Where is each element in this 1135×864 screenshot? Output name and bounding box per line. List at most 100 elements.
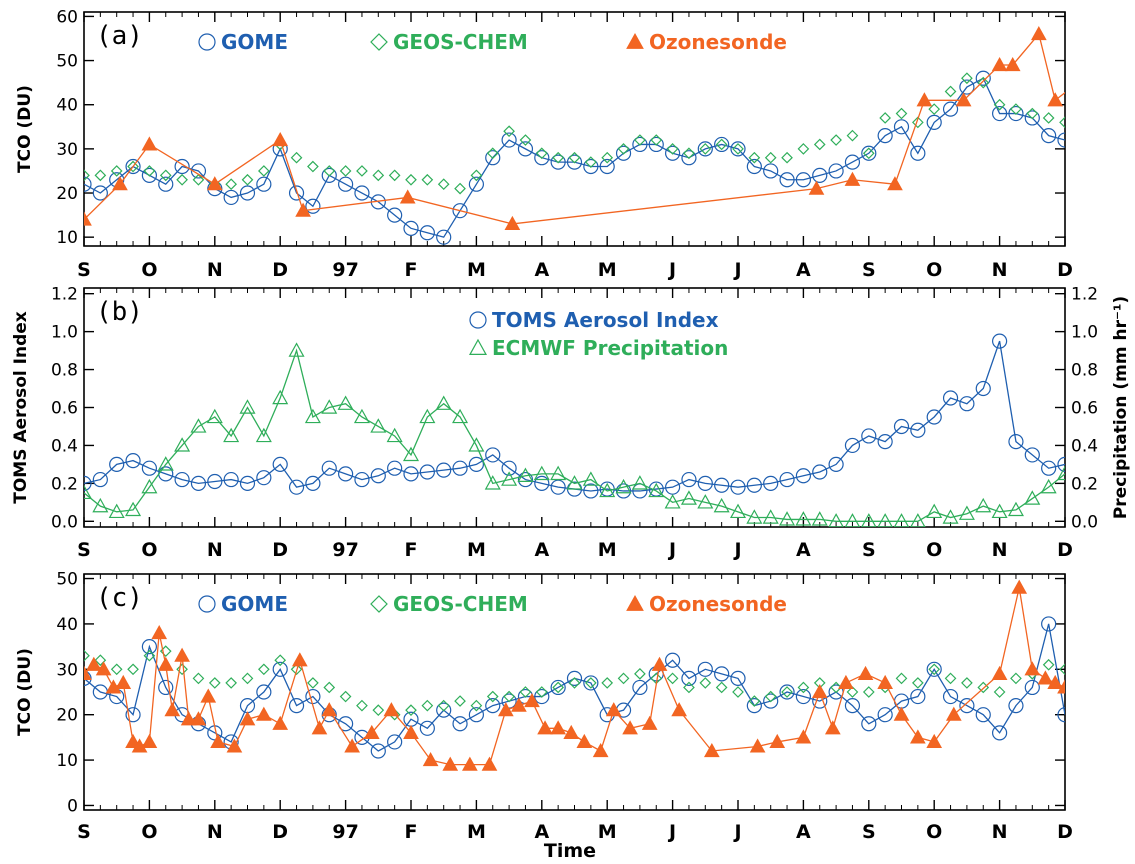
data-point	[239, 475, 256, 491]
data-point	[241, 672, 254, 685]
data-point	[844, 513, 861, 527]
data-point	[615, 145, 632, 161]
month-label: O	[926, 259, 942, 281]
data-point	[94, 654, 107, 667]
data-point	[795, 511, 812, 526]
data-point	[258, 165, 270, 177]
data-point	[944, 85, 957, 98]
month-label: F	[405, 259, 418, 281]
data-point	[258, 663, 270, 676]
data-point	[256, 684, 272, 700]
data-point	[1059, 116, 1065, 129]
month-label: O	[141, 821, 157, 843]
data-point	[372, 169, 385, 182]
y-tick-label-right: 0.8	[1071, 361, 1098, 381]
data-point	[975, 380, 991, 397]
data-point	[517, 467, 534, 482]
data-point	[959, 698, 975, 714]
data-point	[468, 456, 484, 473]
y-axis-label: TOMS Aerosol Index	[11, 311, 31, 504]
data-point	[583, 158, 599, 175]
y-tick-label-right: 0.0	[1071, 512, 1098, 532]
month-label: D	[1057, 259, 1073, 281]
data-point	[862, 686, 875, 698]
data-point	[550, 479, 566, 495]
month-label: M	[467, 259, 486, 281]
data-point	[838, 674, 854, 690]
data-point	[683, 147, 695, 160]
data-point	[176, 663, 188, 676]
data-point	[812, 464, 828, 480]
legend-marker	[370, 33, 388, 51]
data-point	[288, 185, 305, 201]
data-point	[991, 333, 1008, 349]
data-point	[486, 147, 499, 160]
data-point	[991, 725, 1008, 741]
data-point	[1047, 674, 1064, 690]
data-point	[599, 158, 615, 175]
data-point	[174, 647, 190, 662]
data-point	[92, 497, 109, 513]
data-point	[779, 172, 795, 188]
data-point	[84, 665, 92, 680]
data-point	[141, 460, 157, 476]
data-point	[797, 681, 810, 694]
legend-label: TOMS Aerosol Index	[492, 308, 719, 332]
data-point	[916, 92, 933, 107]
data-point	[501, 132, 517, 148]
data-point	[84, 211, 92, 226]
data-point	[1057, 132, 1065, 148]
data-point	[857, 665, 874, 680]
data-point	[158, 679, 174, 696]
data-point	[108, 503, 125, 519]
data-point	[1024, 661, 1041, 676]
data-point	[632, 136, 648, 153]
data-point	[585, 156, 597, 168]
month-label: M	[467, 539, 486, 561]
data-point	[84, 176, 92, 192]
data-point	[975, 70, 991, 86]
data-point	[1010, 103, 1022, 115]
data-point	[291, 652, 308, 667]
data-point	[583, 675, 599, 691]
data-point	[386, 427, 403, 443]
data-point	[763, 475, 779, 491]
data-point	[1042, 658, 1055, 671]
y-tick-label: 0	[67, 796, 78, 816]
data-point	[991, 105, 1008, 122]
data-point	[666, 672, 679, 685]
data-point	[419, 720, 435, 736]
data-point	[115, 674, 132, 690]
data-point	[942, 101, 959, 117]
y-tick-label: 0.4	[51, 436, 78, 456]
data-point	[844, 437, 861, 454]
data-point	[830, 681, 842, 694]
data-point	[830, 134, 842, 146]
data-point	[713, 497, 730, 513]
data-point	[861, 428, 877, 444]
data-point	[485, 698, 501, 714]
data-point	[95, 661, 112, 676]
data-point	[1007, 501, 1024, 517]
data-point	[272, 456, 288, 473]
data-point	[1004, 56, 1021, 72]
data-point	[605, 702, 622, 717]
month-label: J	[667, 821, 676, 843]
data-point	[779, 511, 796, 526]
month-label: S	[77, 539, 91, 561]
month-label: 97	[332, 821, 358, 843]
month-label: O	[141, 259, 157, 281]
data-point	[1042, 112, 1055, 124]
data-point	[779, 471, 795, 488]
data-point	[552, 151, 564, 164]
data-point	[501, 471, 518, 486]
data-point	[534, 688, 550, 705]
data-point	[568, 151, 581, 164]
data-point	[141, 478, 158, 494]
data-point	[272, 389, 289, 405]
data-point	[746, 477, 762, 493]
y-tick-label: 40	[56, 96, 78, 116]
data-point	[356, 699, 368, 712]
data-point	[295, 202, 311, 217]
data-point	[125, 453, 141, 469]
